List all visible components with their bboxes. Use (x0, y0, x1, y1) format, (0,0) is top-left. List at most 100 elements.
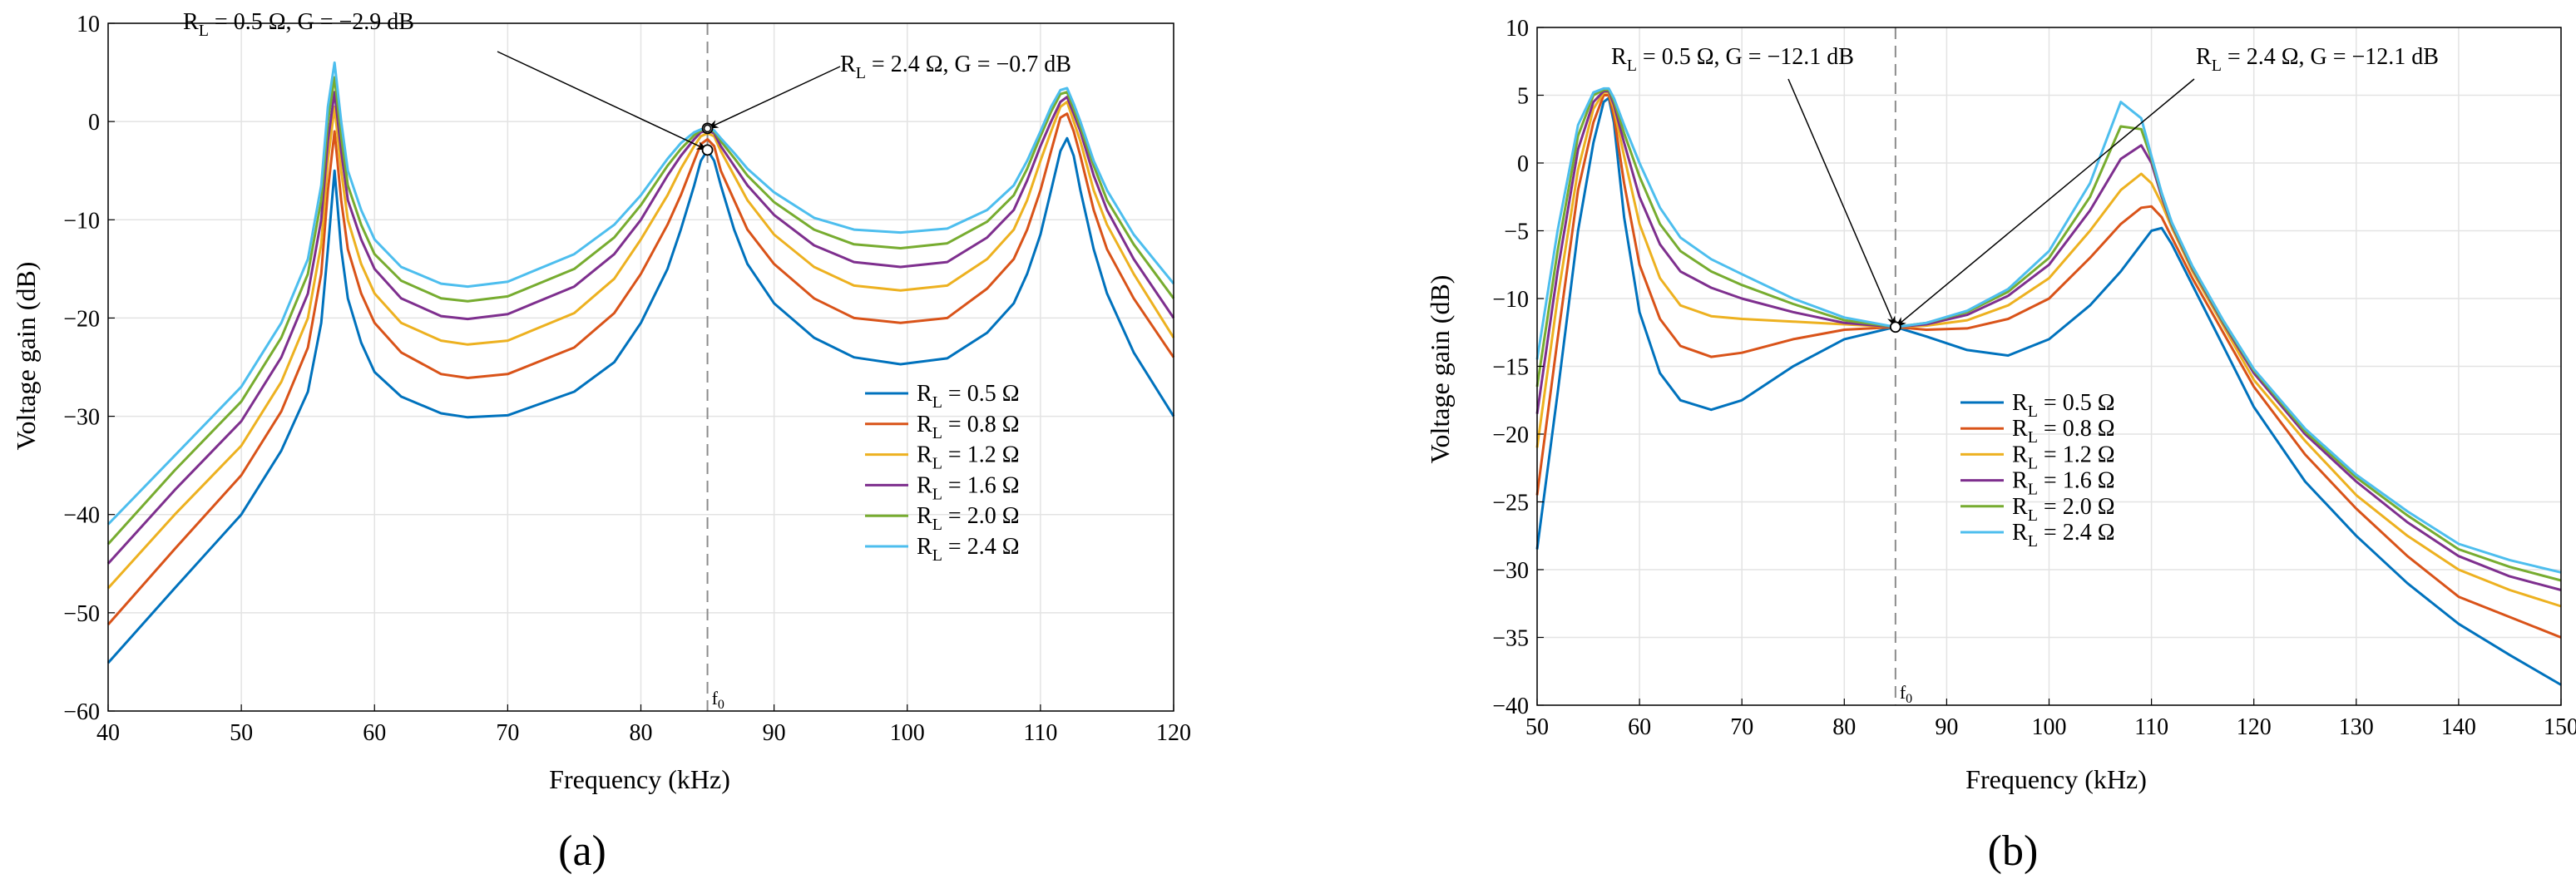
legend-entry-4-main: R (2012, 468, 2028, 494)
y-tick-label: −40 (1492, 694, 1529, 719)
y-tick-label: −30 (63, 405, 100, 431)
y-tick-label: −40 (63, 503, 100, 529)
legend-entry-1-sub: L (2028, 402, 2038, 421)
y-tick-label: −25 (1492, 491, 1529, 516)
grid-a (107, 22, 1174, 712)
x-tick-label: 130 (2339, 714, 2374, 740)
legend-entry-2: RL = 0.8 Ω (917, 412, 1020, 442)
y-tick-label: −10 (63, 208, 100, 234)
x-tick-label: 80 (630, 720, 653, 746)
legend-entry-4-sub: L (932, 485, 942, 503)
legend-entry-5-main: R (917, 503, 932, 529)
annotations-b: RL = 0.5 Ω, G = −12.1 dB RL = 2.4 Ω, G = … (1611, 44, 2439, 333)
legend-entry-3-rest: = 1.2 Ω (942, 442, 1020, 468)
legend-entry-4-main: R (917, 472, 932, 498)
chart-panel-b: f0 50 60 70 80 90 100 110 120 130 140 150−40−35−30… (1425, 16, 2576, 875)
legend-entry-1: RL = 0.5 Ω (2012, 390, 2115, 421)
panel-label-b: (b) (1988, 827, 2039, 875)
legend-entry-2-main: R (917, 412, 932, 437)
legend-entry-5-main: R (2012, 494, 2028, 520)
x-tick-label: 60 (363, 720, 386, 746)
y-tick-label: −10 (1492, 287, 1529, 313)
legend-b: RL = 0.5 ΩRL = 0.8 ΩRL = 1.2 ΩRL = 1.6 Ω… (1960, 390, 2115, 551)
f0-label: f0 (712, 688, 724, 712)
series-line-2 (106, 112, 1175, 625)
x-tick-label: 110 (1023, 720, 1057, 746)
annotation-label-main: R (840, 52, 856, 77)
annotation-label-rest: = 2.4 Ω, G = −0.7 dB (866, 52, 1071, 77)
legend-a: RL = 0.5 ΩRL = 0.8 ΩRL = 1.2 ΩRL = 1.6 Ω… (865, 381, 1020, 565)
annotation-label-main: R (2196, 44, 2212, 70)
legend-entry-1-rest: = 0.5 Ω (2038, 390, 2115, 416)
legend-entry-4: RL = 1.6 Ω (917, 472, 1020, 503)
legend-entry-3: RL = 1.2 Ω (917, 442, 1020, 473)
legend-entry-1-main: R (2012, 390, 2028, 416)
annotation-arrow (706, 66, 841, 130)
series-line-1 (1535, 96, 2562, 686)
x-tick-label: 80 (1832, 714, 1856, 740)
x-tick-label: 90 (1935, 714, 1958, 740)
legend-entry-6: RL = 2.4 Ω (917, 534, 1020, 565)
annotation-point (1889, 321, 1901, 333)
x-axis-label-b: Frequency (kHz) (1965, 764, 2147, 794)
legend-entry-1-rest: = 0.5 Ω (942, 381, 1020, 407)
legend-entry-1-main: R (917, 381, 932, 407)
x-tick-label: 140 (2441, 714, 2476, 740)
x-tick-label: 70 (496, 720, 519, 746)
series-line-6 (1535, 86, 2562, 574)
legend-entry-1: RL = 0.5 Ω (917, 381, 1020, 412)
y-tick-label: −15 (1492, 355, 1529, 381)
legend-entry-2-sub: L (2028, 428, 2038, 447)
annotation-arrow (1895, 78, 2195, 328)
annotation-label: RL = 0.5 Ω, G = −2.9 dB (183, 9, 414, 40)
annotation-point (701, 144, 714, 156)
series-group-b (1535, 86, 2562, 686)
legend-entry-4-rest: = 1.6 Ω (942, 472, 1020, 498)
y-tick-label: −20 (1492, 422, 1529, 448)
legend-entry-4-sub: L (2028, 481, 2038, 499)
x-tick-label: 110 (2134, 714, 2168, 740)
y-tick-label: −20 (63, 306, 100, 332)
legend-entry-5: RL = 2.0 Ω (2012, 494, 2115, 525)
y-axis-label-b: Voltage gain (dB) (1425, 275, 1455, 464)
legend-entry-5: RL = 2.0 Ω (917, 503, 1020, 534)
legend-entry-4: RL = 1.6 Ω (2012, 468, 2115, 499)
x-tick-label: 100 (2032, 714, 2067, 740)
x-tick-label: 120 (2237, 714, 2272, 740)
legend-entry-3-main: R (2012, 442, 2028, 467)
annotation-label: RL = 0.5 Ω, G = −12.1 dB (1611, 44, 1854, 75)
annotation-label-rest: = 0.5 Ω, G = −2.9 dB (209, 9, 414, 35)
legend-entry-3-sub: L (2028, 454, 2038, 472)
f0-marker-a: f0 (706, 23, 724, 712)
legend-entry-5-sub: L (2028, 506, 2038, 525)
legend-entry-3-sub: L (932, 455, 942, 473)
series-line-4 (1535, 90, 2562, 591)
f0-marker-b: f0 (1894, 27, 1912, 706)
legend-entry-5-rest: = 2.0 Ω (2038, 494, 2115, 520)
y-tick-label: −35 (1492, 626, 1529, 652)
legend-entry-4-rest: = 1.6 Ω (2038, 468, 2115, 494)
annotation-arrow (497, 51, 709, 151)
series-line-2 (1535, 94, 2562, 639)
annotation-arrow (1787, 78, 1896, 328)
grid-b (1536, 27, 2562, 706)
x-tick-label: 100 (890, 720, 925, 746)
legend-entry-1-sub: L (932, 393, 942, 412)
legend-entry-2-rest: = 0.8 Ω (2038, 416, 2115, 442)
annotation-label-main: R (1611, 44, 1627, 70)
x-tick-label: 120 (1156, 720, 1191, 746)
legend-entry-3-main: R (917, 442, 932, 468)
annotation-label-sub: L (199, 22, 209, 40)
annotation-label-sub: L (856, 64, 866, 82)
series-line-1 (106, 136, 1175, 664)
tick-labels-b: 50 60 70 80 90 100 110 120 130 140 150−40−35−30−25… (1492, 16, 2576, 740)
legend-entry-2-sub: L (932, 424, 942, 442)
panel-label-a: (a) (558, 827, 606, 875)
x-tick-label: 150 (2544, 714, 2576, 740)
annotation-label: RL = 2.4 Ω, G = −0.7 dB (840, 52, 1071, 82)
tick-labels-a: 40 50 60 70 80 90 100 110 120 −60 −50 −40 −30 −20 −10 0… (63, 12, 1191, 746)
x-axis-label-a: Frequency (kHz) (549, 764, 730, 794)
legend-entry-6-sub: L (2028, 532, 2038, 551)
